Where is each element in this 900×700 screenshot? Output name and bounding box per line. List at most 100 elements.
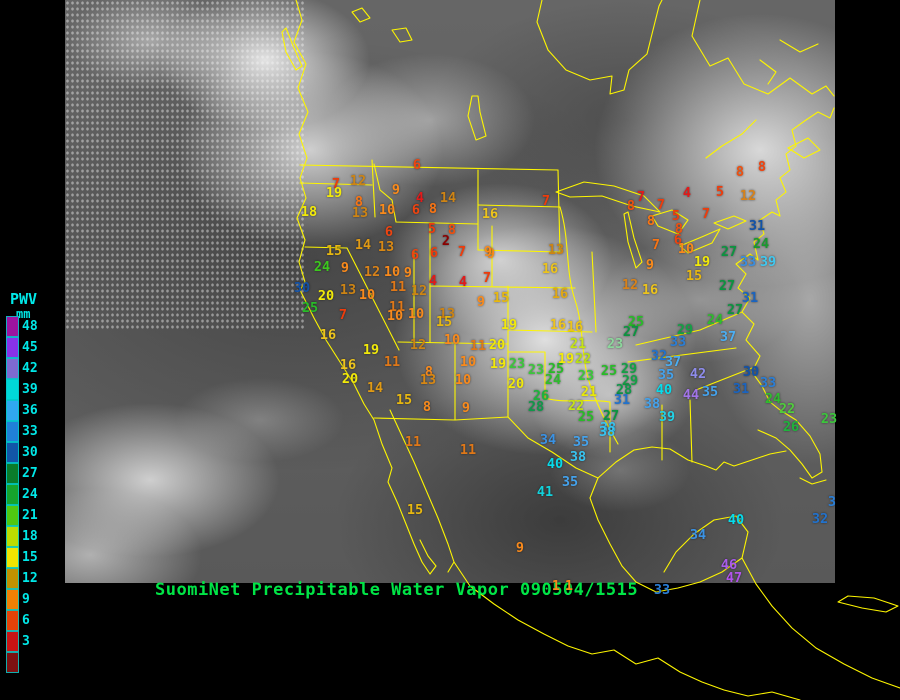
station-pwv-value: 19 [693, 254, 711, 270]
station-pwv-value: 24 [706, 312, 724, 328]
station-pwv-value: 16 [481, 206, 499, 222]
station-pwv-value: 15 [492, 290, 510, 306]
station-pwv-value: 35 [572, 434, 590, 450]
legend-value-label: 48 [22, 319, 38, 334]
station-pwv-value: 8 [757, 159, 767, 175]
station-pwv-value: 21 [569, 336, 587, 352]
station-pwv-value: 6 [673, 232, 683, 248]
station-pwv-value: 16 [549, 317, 567, 333]
station-pwv-value: 11 [388, 299, 406, 315]
legend-color-step [6, 610, 19, 631]
station-pwv-value: 37 [664, 354, 682, 370]
state-borders-plains [477, 169, 611, 453]
legend-value-label: 9 [22, 592, 30, 607]
station-pwv-value: 6 [412, 157, 422, 173]
station-pwv-value: 39 [658, 409, 676, 425]
station-pwv-value: 7 [701, 206, 711, 222]
station-pwv-value: 25 [627, 314, 645, 330]
station-pwv-value: 13 [419, 372, 437, 388]
station-pwv-value: 19 [362, 342, 380, 358]
station-pwv-value: 7 [656, 197, 666, 213]
station-pwv-value: 27 [726, 302, 744, 318]
station-pwv-value: 8 [354, 194, 364, 210]
station-pwv-value: 22 [778, 401, 796, 417]
station-pwv-value: 24 [764, 391, 782, 407]
station-pwv-value: 1 [564, 578, 574, 594]
station-pwv-value: 10 [443, 332, 461, 348]
station-pwv-value: 25 [600, 363, 618, 379]
station-pwv-value: 16 [551, 286, 569, 302]
station-pwv-value: 11 [469, 338, 487, 354]
station-pwv-value: 44 [682, 387, 700, 403]
station-pwv-value: 24 [752, 236, 770, 252]
satellite-image [65, 0, 835, 583]
station-pwv-value: 12 [363, 264, 381, 280]
legend-color-step [6, 421, 19, 442]
station-pwv-value: 28 [615, 382, 633, 398]
station-pwv-value: 13 [351, 205, 369, 221]
station-pwv-value: 7 [482, 270, 492, 286]
lake-michigan [623, 211, 643, 269]
station-pwv-value: 19 [557, 351, 575, 367]
station-pwv-value: 6 [384, 224, 394, 240]
gulf-california [389, 409, 455, 573]
legend-title: PWV [10, 290, 38, 308]
station-pwv-value: 24 [313, 259, 331, 275]
station-pwv-value: 32 [650, 348, 668, 364]
legend-color-step [6, 547, 19, 568]
station-pwv-value: 16 [566, 319, 584, 335]
station-pwv-value: 38 [598, 424, 616, 440]
station-pwv-value: 8 [447, 222, 457, 238]
station-pwv-value: 16 [641, 282, 659, 298]
legend-color-step [6, 484, 19, 505]
station-pwv-value: 15 [435, 314, 453, 330]
station-pwv-value: 8 [428, 201, 438, 217]
north-lake-1 [391, 27, 413, 43]
station-pwv-value: 9 [645, 257, 655, 273]
nova-scotia [787, 137, 821, 159]
station-pwv-value: 7 [338, 307, 348, 323]
legend-color-step [6, 589, 19, 610]
station-pwv-value: 41 [536, 484, 554, 500]
station-pwv-value: 20 [317, 288, 335, 304]
legend-unit: mm [16, 307, 31, 321]
legend-color-step [6, 379, 19, 400]
station-pwv-value: 6 [411, 202, 421, 218]
ne-islands [759, 39, 819, 85]
station-pwv-value: 27 [720, 244, 738, 260]
legend-colorbar: 48 45 42 39 36 33 30 27 24 21 18 15 12 9 6 3 [0, 316, 60, 686]
station-pwv-value: 10 [383, 264, 401, 280]
legend-value-label: 42 [22, 361, 38, 376]
station-pwv-value: 7 [331, 176, 341, 192]
product-title: SuomiNet Precipitable Water Vapor 090504… [155, 580, 639, 600]
station-pwv-value: 33 [669, 334, 687, 350]
station-pwv-value: 12 [739, 188, 757, 204]
legend-color-step [6, 400, 19, 421]
station-pwv-value: 7 [457, 244, 467, 260]
cloud-noise-texture [65, 0, 305, 330]
station-pwv-value: 30 [742, 364, 760, 380]
us-canada-border [299, 164, 559, 171]
legend-value-label: 3 [22, 634, 30, 649]
station-pwv-value: 19 [489, 356, 507, 372]
station-pwv-value: 25 [301, 300, 319, 316]
station-pwv-value: 19 [325, 185, 343, 201]
station-pwv-value: 16 [339, 357, 357, 373]
state-borders-west [299, 159, 576, 421]
station-pwv-value: 31 [732, 381, 750, 397]
station-pwv-value: 13 [547, 242, 565, 258]
station-pwv-value: 26 [782, 419, 800, 435]
station-pwv-value: 27 [602, 408, 620, 424]
hudson-bay-coast [536, 0, 663, 95]
station-pwv-value: 29 [676, 322, 694, 338]
station-pwv-value: 15 [685, 268, 703, 284]
station-pwv-value: 23 [606, 336, 624, 352]
station-pwv-value: 23 [820, 411, 838, 427]
station-pwv-value: 34 [539, 432, 557, 448]
station-pwv-value: 35 [561, 474, 579, 490]
station-pwv-value: 2 [441, 233, 451, 249]
station-pwv-value: 13 [377, 239, 395, 255]
station-pwv-value: 5 [715, 184, 725, 200]
legend-color-step [6, 631, 19, 652]
